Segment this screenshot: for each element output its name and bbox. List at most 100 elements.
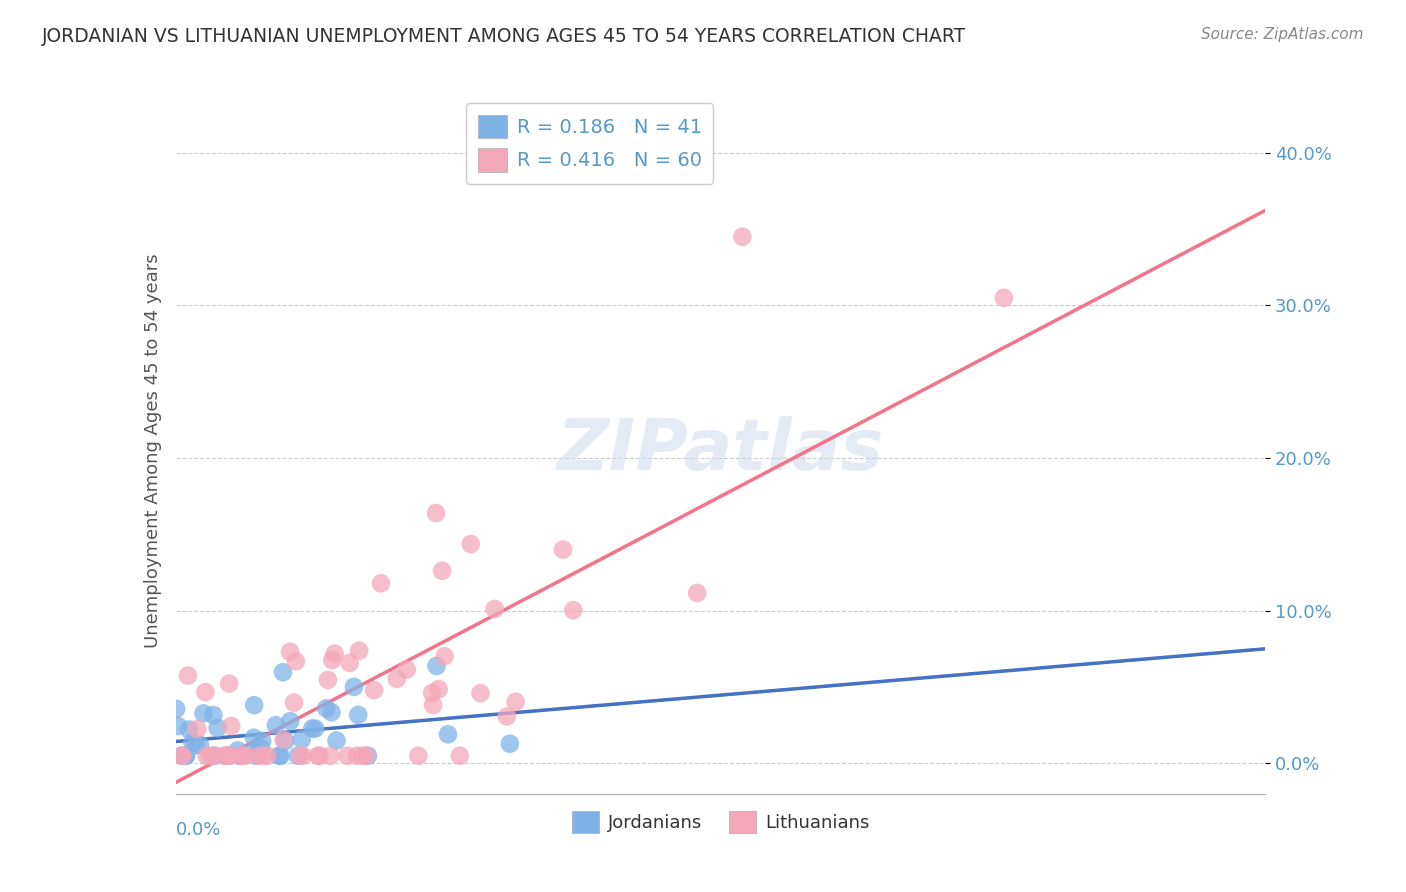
Point <box>499 737 522 751</box>
Point <box>219 719 242 733</box>
Point <box>395 663 418 677</box>
Point <box>470 686 492 700</box>
Point <box>204 748 226 763</box>
Point <box>352 748 374 763</box>
Point <box>217 748 239 763</box>
Point <box>422 698 444 712</box>
Point <box>186 722 208 736</box>
Point <box>235 748 257 763</box>
Point <box>270 748 292 763</box>
Point <box>308 748 330 763</box>
Point <box>167 719 190 733</box>
Point <box>256 748 278 763</box>
Point <box>686 586 709 600</box>
Point <box>219 748 242 763</box>
Point <box>336 748 359 763</box>
Point <box>250 741 273 756</box>
Point <box>250 734 273 748</box>
Point <box>408 748 430 763</box>
Point <box>430 564 453 578</box>
Point <box>195 748 218 763</box>
Point <box>278 714 301 728</box>
Point <box>385 672 408 686</box>
Point <box>315 701 337 715</box>
Point <box>425 659 447 673</box>
Point <box>321 653 343 667</box>
Point <box>193 706 215 721</box>
Point <box>496 709 519 723</box>
Point <box>370 576 392 591</box>
Point <box>247 748 270 763</box>
Text: JORDANIAN VS LITHUANIAN UNEMPLOYMENT AMONG AGES 45 TO 54 YEARS CORRELATION CHART: JORDANIAN VS LITHUANIAN UNEMPLOYMENT AMO… <box>42 27 966 45</box>
Point <box>172 748 194 763</box>
Text: ZIPatlas: ZIPatlas <box>557 416 884 485</box>
Point <box>425 506 447 520</box>
Point <box>290 748 312 763</box>
Point <box>347 643 370 657</box>
Point <box>420 686 443 700</box>
Point <box>484 602 506 616</box>
Point <box>229 748 252 763</box>
Point <box>232 748 254 763</box>
Point <box>202 748 225 763</box>
Point <box>184 739 207 753</box>
Point <box>993 291 1015 305</box>
Point <box>188 738 211 752</box>
Point <box>346 748 368 763</box>
Point <box>343 680 366 694</box>
Point <box>267 748 290 763</box>
Point <box>354 748 377 763</box>
Point <box>165 702 187 716</box>
Point <box>347 707 370 722</box>
Point <box>177 668 200 682</box>
Point <box>278 645 301 659</box>
Point <box>292 748 315 763</box>
Point <box>363 683 385 698</box>
Point <box>243 731 266 745</box>
Point <box>284 654 307 668</box>
Point <box>273 732 295 747</box>
Point <box>505 695 527 709</box>
Point <box>194 685 217 699</box>
Point <box>323 647 346 661</box>
Point <box>239 746 262 760</box>
Point <box>172 748 194 763</box>
Point <box>271 665 294 680</box>
Point <box>198 748 221 763</box>
Point <box>228 748 250 763</box>
Point <box>339 656 361 670</box>
Point <box>316 673 339 687</box>
Legend: Jordanians, Lithuanians: Jordanians, Lithuanians <box>564 804 877 839</box>
Point <box>301 722 323 736</box>
Point <box>562 603 585 617</box>
Point <box>215 748 238 763</box>
Point <box>177 723 200 737</box>
Text: Source: ZipAtlas.com: Source: ZipAtlas.com <box>1201 27 1364 42</box>
Point <box>304 722 326 736</box>
Point <box>460 537 482 551</box>
Point <box>433 649 456 664</box>
Point <box>291 732 314 747</box>
Point <box>437 727 460 741</box>
Point <box>287 748 309 763</box>
Point <box>243 698 266 713</box>
Point <box>274 734 297 748</box>
Point <box>252 748 274 763</box>
Point <box>357 748 380 763</box>
Point <box>283 696 305 710</box>
Point <box>207 721 229 735</box>
Point <box>307 748 329 763</box>
Point <box>245 748 267 763</box>
Point <box>325 733 347 747</box>
Point <box>449 748 471 763</box>
Point <box>321 706 343 720</box>
Point <box>218 676 240 690</box>
Point <box>319 748 342 763</box>
Point <box>264 718 287 732</box>
Point <box>174 748 197 763</box>
Text: 0.0%: 0.0% <box>176 822 221 839</box>
Point <box>731 229 754 244</box>
Point <box>181 735 204 749</box>
Point <box>427 682 450 697</box>
Point <box>170 748 193 763</box>
